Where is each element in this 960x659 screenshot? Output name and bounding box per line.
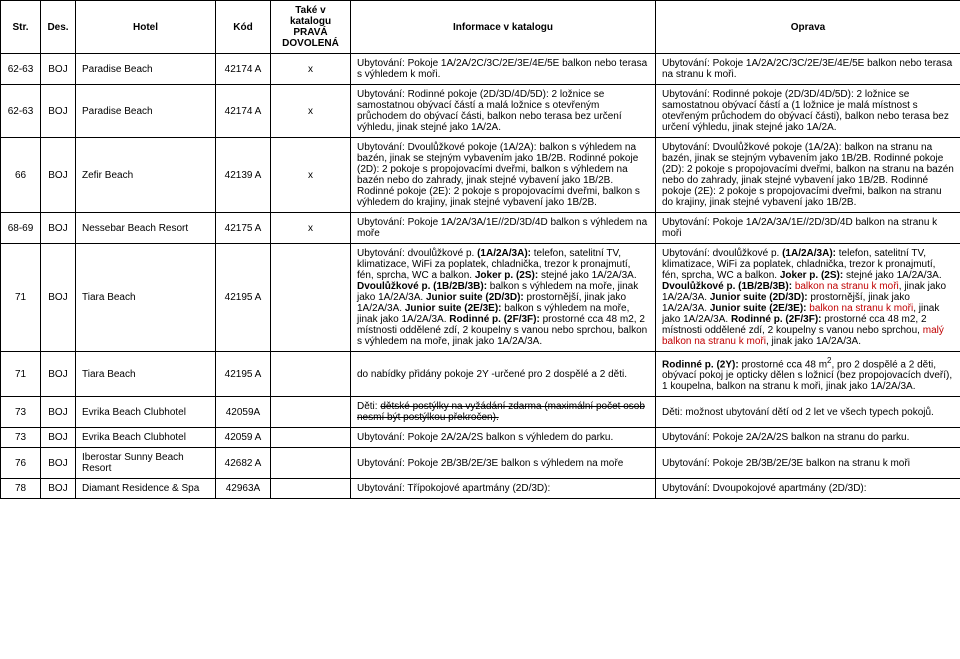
- cell-str: 73: [1, 397, 41, 428]
- cell-kod: 42139 A: [216, 138, 271, 213]
- cell-hotel: Evrika Beach Clubhotel: [76, 428, 216, 448]
- cell-kat: x: [271, 54, 351, 85]
- cell-kat: [271, 479, 351, 499]
- cell-info: Ubytování: Rodinné pokoje (2D/3D/4D/5D):…: [351, 85, 656, 138]
- cell-hotel: Tiara Beach: [76, 244, 216, 352]
- cell-info: Ubytování: Třípokojové apartmány (2D/3D)…: [351, 479, 656, 499]
- cell-kod: 42059A: [216, 397, 271, 428]
- cell-info: Ubytování: Pokoje 2A/2A/2S balkon s výhl…: [351, 428, 656, 448]
- catalog-corrections-table: Str. Des. Hotel Kód Také v katalogu PRAV…: [0, 0, 960, 499]
- table-row: 68-69BOJNessebar Beach Resort42175 AxUby…: [1, 213, 960, 244]
- cell-oprava: Ubytování: Rodinné pokoje (2D/3D/4D/5D):…: [656, 85, 960, 138]
- cell-des: BOJ: [41, 448, 76, 479]
- cell-des: BOJ: [41, 479, 76, 499]
- cell-info: Děti: dětské postýlky na vyžádání zdarma…: [351, 397, 656, 428]
- cell-kod: 42682 A: [216, 448, 271, 479]
- cell-kat: x: [271, 213, 351, 244]
- table-row: 71BOJTiara Beach42195 A Ubytování: dvoul…: [1, 244, 960, 352]
- cell-oprava: Ubytování: dvoulůžkové p. (1A/2A/3A): te…: [656, 244, 960, 352]
- cell-str: 68-69: [1, 213, 41, 244]
- cell-kat: [271, 244, 351, 352]
- cell-hotel: Nessebar Beach Resort: [76, 213, 216, 244]
- cell-info: Ubytování: Dvoulůžkové pokoje (1A/2A): b…: [351, 138, 656, 213]
- cell-hotel: Paradise Beach: [76, 54, 216, 85]
- cell-oprava: Rodinné p. (2Y): prostorné cca 48 m2, pr…: [656, 352, 960, 397]
- cell-oprava: Ubytování: Pokoje 1A/2A/3A/1E//2D/3D/4D …: [656, 213, 960, 244]
- cell-info: Ubytování: Pokoje 1A/2A/2C/3C/2E/3E/4E/5…: [351, 54, 656, 85]
- cell-info: Ubytování: Pokoje 2B/3B/2E/3E balkon s v…: [351, 448, 656, 479]
- cell-des: BOJ: [41, 85, 76, 138]
- cell-kat: [271, 352, 351, 397]
- cell-oprava: Ubytování: Dvoulůžkové pokoje (1A/2A): b…: [656, 138, 960, 213]
- cell-kod: 42195 A: [216, 244, 271, 352]
- cell-des: BOJ: [41, 352, 76, 397]
- cell-oprava: Děti: možnost ubytování dětí od 2 let ve…: [656, 397, 960, 428]
- cell-str: 66: [1, 138, 41, 213]
- cell-str: 73: [1, 428, 41, 448]
- cell-str: 71: [1, 244, 41, 352]
- table-row: 71BOJTiara Beach42195 A do nabídky přidán…: [1, 352, 960, 397]
- table-row: 66BOJZefir Beach42139 AxUbytování: Dvoul…: [1, 138, 960, 213]
- header-hotel: Hotel: [76, 1, 216, 54]
- cell-kod: 42963A: [216, 479, 271, 499]
- cell-str: 78: [1, 479, 41, 499]
- cell-info: Ubytování: dvoulůžkové p. (1A/2A/3A): te…: [351, 244, 656, 352]
- cell-des: BOJ: [41, 54, 76, 85]
- cell-kod: 42195 A: [216, 352, 271, 397]
- cell-oprava: Ubytování: Pokoje 2A/2A/2S balkon na str…: [656, 428, 960, 448]
- cell-oprava: Ubytování: Dvoupokojové apartmány (2D/3D…: [656, 479, 960, 499]
- cell-kat: [271, 397, 351, 428]
- table-row: 62-63BOJParadise Beach42174 AxUbytování:…: [1, 54, 960, 85]
- cell-kat: [271, 428, 351, 448]
- cell-kod: 42175 A: [216, 213, 271, 244]
- cell-des: BOJ: [41, 397, 76, 428]
- header-kat: Také v katalogu PRAVÁ DOVOLENÁ: [271, 1, 351, 54]
- cell-str: 76: [1, 448, 41, 479]
- cell-hotel: Tiara Beach: [76, 352, 216, 397]
- table-row: 78BOJDiamant Residence & Spa42963A Ubytov…: [1, 479, 960, 499]
- cell-des: BOJ: [41, 244, 76, 352]
- table-body: 62-63BOJParadise Beach42174 AxUbytování:…: [1, 54, 960, 499]
- cell-hotel: Zefir Beach: [76, 138, 216, 213]
- cell-kod: 42174 A: [216, 85, 271, 138]
- cell-str: 62-63: [1, 85, 41, 138]
- cell-oprava: Ubytování: Pokoje 1A/2A/2C/3C/2E/3E/4E/5…: [656, 54, 960, 85]
- cell-des: BOJ: [41, 138, 76, 213]
- header-str: Str.: [1, 1, 41, 54]
- cell-kod: 42059 A: [216, 428, 271, 448]
- cell-hotel: Paradise Beach: [76, 85, 216, 138]
- cell-info: do nabídky přidány pokoje 2Y -určené pro…: [351, 352, 656, 397]
- cell-oprava: Ubytování: Pokoje 2B/3B/2E/3E balkon na …: [656, 448, 960, 479]
- header-des: Des.: [41, 1, 76, 54]
- cell-des: BOJ: [41, 428, 76, 448]
- cell-hotel: Evrika Beach Clubhotel: [76, 397, 216, 428]
- header-oprava: Oprava: [656, 1, 960, 54]
- cell-info: Ubytování: Pokoje 1A/2A/3A/1E//2D/3D/4D …: [351, 213, 656, 244]
- cell-kat: x: [271, 85, 351, 138]
- cell-hotel: Iberostar Sunny Beach Resort: [76, 448, 216, 479]
- table-row: 76BOJIberostar Sunny Beach Resort42682 A…: [1, 448, 960, 479]
- table-row: 73BOJEvrika Beach Clubhotel42059 A Ubytov…: [1, 428, 960, 448]
- cell-kat: x: [271, 138, 351, 213]
- header-kod: Kód: [216, 1, 271, 54]
- header-info: Informace v katalogu: [351, 1, 656, 54]
- table-header: Str. Des. Hotel Kód Také v katalogu PRAV…: [1, 1, 960, 54]
- cell-str: 62-63: [1, 54, 41, 85]
- table-row: 73BOJEvrika Beach Clubhotel42059A Děti: d…: [1, 397, 960, 428]
- cell-kat: [271, 448, 351, 479]
- table-row: 62-63BOJParadise Beach42174 AxUbytování:…: [1, 85, 960, 138]
- cell-des: BOJ: [41, 213, 76, 244]
- cell-str: 71: [1, 352, 41, 397]
- cell-hotel: Diamant Residence & Spa: [76, 479, 216, 499]
- cell-kod: 42174 A: [216, 54, 271, 85]
